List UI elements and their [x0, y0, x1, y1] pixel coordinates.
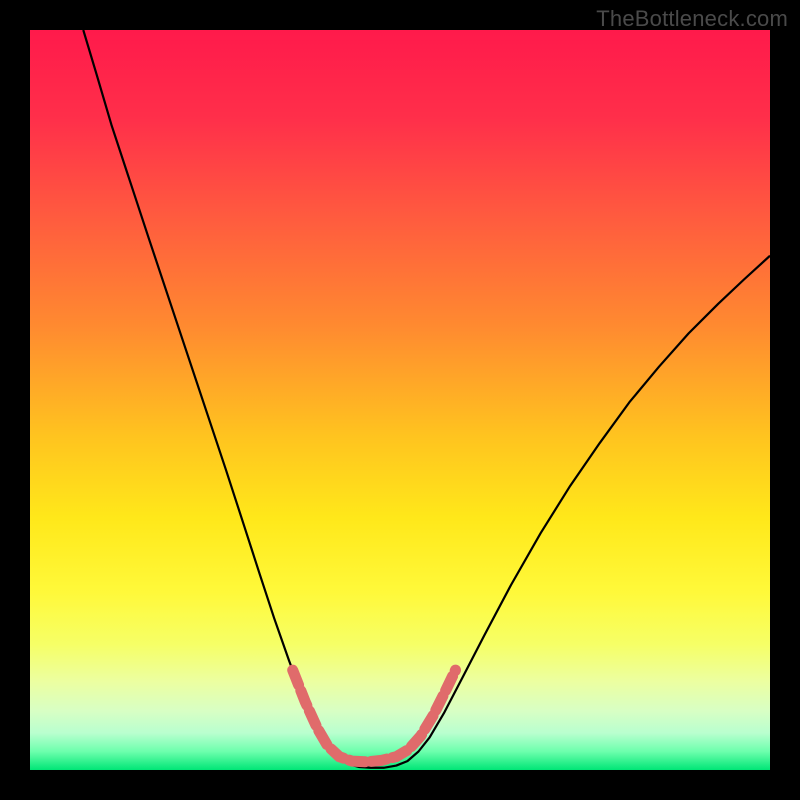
watermark-text: TheBottleneck.com	[596, 6, 788, 32]
chart-outer-frame: TheBottleneck.com	[0, 0, 800, 800]
plot-svg	[30, 30, 770, 770]
plot-area	[30, 30, 770, 770]
plot-background	[30, 30, 770, 770]
